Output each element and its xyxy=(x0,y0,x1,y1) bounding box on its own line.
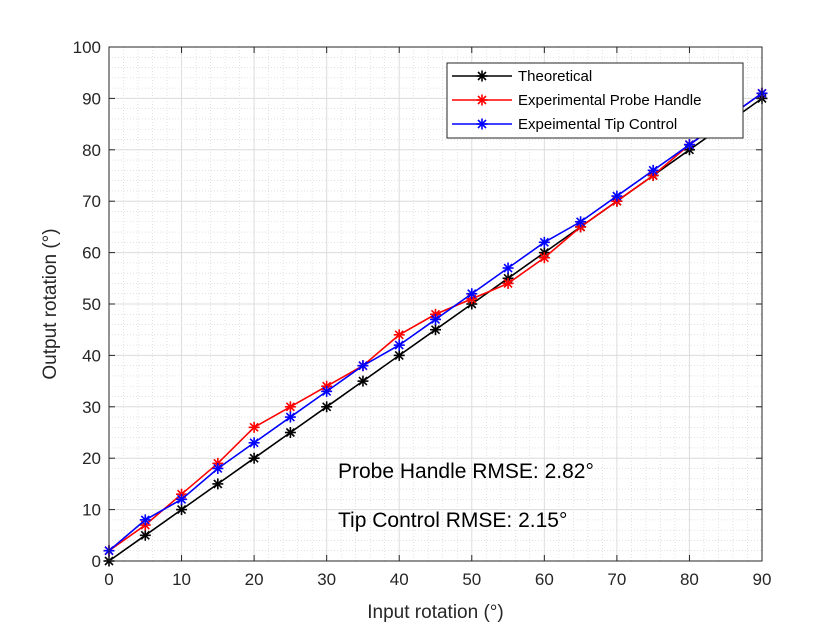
data-point xyxy=(212,478,224,490)
data-point xyxy=(248,421,260,433)
y-tick-label: 30 xyxy=(82,398,101,417)
legend-marker xyxy=(476,118,488,130)
grid xyxy=(108,46,763,562)
y-tick-label: 90 xyxy=(82,89,101,108)
data-point xyxy=(248,452,260,464)
data-point xyxy=(248,437,260,449)
data-point xyxy=(575,216,587,228)
legend-marker xyxy=(476,94,488,106)
legend-entry-0: Theoretical xyxy=(452,68,592,85)
y-tick-label: 50 xyxy=(82,295,101,314)
x-tick-label: 80 xyxy=(680,570,699,589)
data-point xyxy=(176,493,188,505)
x-tick-label: 20 xyxy=(245,570,264,589)
data-point xyxy=(502,277,514,289)
legend-entry-1: Experimental Probe Handle xyxy=(452,92,701,109)
legend-label: Expeimental Tip Control xyxy=(518,116,677,133)
y-tick-label: 70 xyxy=(82,192,101,211)
x-tick-label: 90 xyxy=(753,570,772,589)
x-tick-label: 30 xyxy=(317,570,336,589)
annotation-probe-handle-rmse: Probe Handle RMSE: 2.82° xyxy=(338,460,594,483)
legend: Theoretical Experimental Probe Handle Expe… xyxy=(446,62,744,139)
data-point xyxy=(139,529,151,541)
data-point xyxy=(357,375,369,387)
data-point xyxy=(284,401,296,413)
data-point xyxy=(321,401,333,413)
legend-marker xyxy=(476,70,488,82)
x-tick-label: 40 xyxy=(390,570,409,589)
axis-ticks: 0 10 20 30 40 50 60 70 80 90 0 10 20 30 40 50 60 70 80 90 10… xyxy=(73,38,772,589)
data-point xyxy=(502,262,514,274)
x-tick-label: 0 xyxy=(104,570,113,589)
data-point xyxy=(647,164,659,176)
y-tick-label: 60 xyxy=(82,244,101,263)
series-2 xyxy=(103,87,768,557)
legend-label: Experimental Probe Handle xyxy=(518,92,701,109)
x-axis-label: Input rotation (°) xyxy=(367,602,503,623)
data-point xyxy=(430,313,441,325)
y-tick-label: 80 xyxy=(82,141,101,160)
data-point xyxy=(284,411,296,423)
x-tick-label: 10 xyxy=(172,570,191,589)
y-axis-label: Output rotation (°) xyxy=(40,228,61,379)
y-tick-label: 40 xyxy=(82,346,101,365)
legend-label: Theoretical xyxy=(518,68,592,85)
data-point xyxy=(430,324,441,336)
data-point xyxy=(538,252,550,264)
y-tick-label: 0 xyxy=(92,552,101,571)
y-tick-label: 20 xyxy=(82,449,101,468)
data-point xyxy=(176,504,188,516)
y-tick-label: 100 xyxy=(73,38,101,57)
x-tick-label: 50 xyxy=(462,570,481,589)
x-tick-label: 70 xyxy=(607,570,626,589)
data-point xyxy=(321,385,333,397)
data-point xyxy=(683,139,695,151)
data-point xyxy=(611,190,623,202)
annotation-tip-control-rmse: Tip Control RMSE: 2.15° xyxy=(338,509,567,532)
y-tick-label: 10 xyxy=(82,501,101,520)
data-point xyxy=(393,329,405,341)
series-group xyxy=(103,87,768,567)
data-point xyxy=(284,427,296,438)
data-point xyxy=(393,339,405,351)
x-tick-label: 60 xyxy=(535,570,554,589)
data-point xyxy=(212,462,224,474)
data-point xyxy=(466,288,478,300)
data-point xyxy=(393,349,405,361)
data-point xyxy=(357,360,369,372)
data-point xyxy=(139,514,151,526)
data-point xyxy=(538,236,550,248)
legend-entry-2: Expeimental Tip Control xyxy=(452,116,677,133)
